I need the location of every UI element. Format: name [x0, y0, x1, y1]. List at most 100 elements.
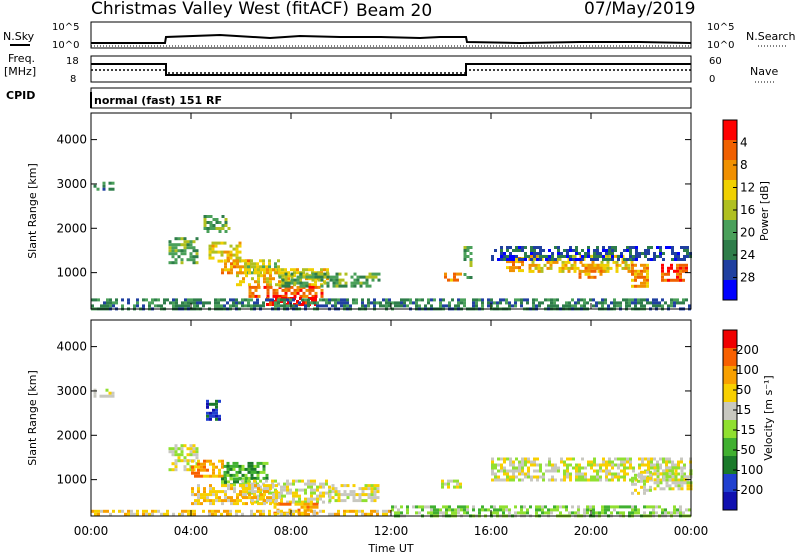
nave-trace — [91, 69, 691, 74]
velocity-echo-region — [491, 457, 692, 482]
velocity-echo-region — [91, 509, 391, 516]
freq-label-1: Freq. — [8, 52, 35, 65]
velocity-colorbar-swatch — [723, 348, 737, 367]
power-colorbar-swatch — [723, 140, 737, 161]
freq-trace — [91, 63, 691, 76]
power-echo-region — [203, 215, 231, 233]
velocity-colorbar-tick: 15 — [736, 403, 751, 417]
power-colorbar-swatch — [723, 200, 737, 221]
power-echo-region — [444, 272, 462, 282]
power-colorbar-tick: 20 — [740, 226, 755, 240]
velocity-echo-region — [223, 461, 269, 480]
velocity-colorbar-tick: 200 — [736, 343, 759, 357]
power-colorbar-swatch — [723, 220, 737, 241]
nsearch-label: N.Search — [746, 30, 796, 43]
velocity-colorbar-swatch — [723, 438, 737, 457]
time-tick-label: 04:00 — [174, 524, 209, 538]
nsky-trace — [91, 33, 692, 45]
power-colorbar-swatch — [723, 260, 737, 281]
velocity-ytick-label: 2000 — [56, 428, 87, 442]
velocity-colorbar-tick: -50 — [736, 443, 756, 457]
power-colorbar-label: Power [dB] — [758, 181, 771, 241]
cpid-label: CPID — [6, 89, 35, 102]
power-ytick-label: 4000 — [56, 133, 87, 147]
power-colorbar-tick: 24 — [740, 248, 755, 262]
nsearch-bottom: 10^0 — [707, 40, 734, 51]
velocity-ytick-label: 1000 — [56, 473, 87, 487]
nave-label: Nave — [750, 65, 778, 78]
power-colorbar-swatch — [723, 240, 737, 261]
time-tick-label: 00:00 — [674, 524, 709, 538]
power-colorbar-tick: 28 — [740, 271, 755, 285]
power-colorbar-swatch — [723, 120, 737, 141]
velocity-colorbar-tick: 50 — [736, 383, 751, 397]
velocity-colorbar-tick: 100 — [736, 363, 759, 377]
time-tick-label: 12:00 — [374, 524, 409, 538]
velocity-colorbar-swatch — [723, 402, 737, 421]
nsky-panel — [90, 21, 692, 49]
time-axis-label: Time UT — [367, 542, 413, 554]
nsky-top: 10^5 — [52, 22, 79, 33]
velocity-colorbar-tick: -200 — [736, 483, 763, 497]
freq-top: 18 — [66, 56, 79, 67]
velocity-echo-region — [191, 459, 224, 478]
velocity-echo-region — [206, 399, 221, 421]
time-tick-label: 16:00 — [474, 524, 509, 538]
time-tick-label: 20:00 — [574, 524, 609, 538]
power-colorbar-tick: 8 — [740, 158, 748, 172]
nsky-label: N.Sky — [3, 30, 35, 43]
nsearch-top: 10^5 — [707, 22, 734, 33]
freq-panel — [90, 55, 692, 83]
freq-bottom: 8 — [70, 74, 76, 85]
beam-label: Beam 20 — [356, 1, 432, 21]
velocity-colorbar-swatch — [723, 384, 737, 403]
velocity-colorbar-swatch — [723, 474, 737, 493]
nave-top: 60 — [709, 56, 722, 67]
power-colorbar-tick: 16 — [740, 203, 755, 217]
velocity-echo-region — [93, 388, 115, 398]
power-colorbar-swatch — [723, 160, 737, 181]
time-tick-label: 00:00 — [74, 524, 109, 538]
power-echo-region — [208, 241, 242, 263]
cpid-value: normal (fast) 151 RF — [94, 94, 222, 107]
power-colorbar-tick: 12 — [740, 181, 755, 195]
power-ylabel: Slant Range [km] — [26, 163, 39, 259]
velocity-ytick-label: 3000 — [56, 384, 87, 398]
power-echo-region — [248, 285, 324, 298]
power-ytick-label: 3000 — [56, 177, 87, 191]
velocity-panel: 1000 2000 3000 4000 Slant Range [km] 200 100… — [26, 319, 775, 518]
power-echo-region — [661, 263, 688, 282]
power-panel: 1000 2000 3000 4000 Slant Range [km] 4 8 12 16… — [26, 112, 771, 311]
nsky-bottom: 10^0 — [52, 40, 79, 51]
power-echo-region — [631, 263, 649, 288]
power-echo-region — [463, 246, 473, 279]
velocity-colorbar-swatch — [723, 420, 737, 439]
power-echo-region — [278, 272, 381, 288]
station-title: Christmas Valley West (fitACF) — [91, 0, 349, 19]
velocity-colorbar-swatch — [723, 492, 737, 511]
velocity-colorbar-swatch — [723, 456, 737, 475]
velocity-echo-region — [441, 479, 462, 489]
power-colorbar-tick: 4 — [740, 136, 748, 150]
velocity-echo-region — [191, 484, 281, 506]
nave-bottom: 0 — [709, 74, 715, 85]
power-ytick-label: 1000 — [56, 266, 87, 280]
velocity-ylabel: Slant Range [km] — [26, 370, 39, 466]
power-echo-region — [93, 181, 115, 191]
power-colorbar-swatch — [723, 280, 737, 301]
power-colorbar-swatch — [723, 180, 737, 201]
freq-label-2: [MHz] — [4, 65, 36, 78]
power-echo-region — [168, 237, 199, 265]
velocity-colorbar-tick: -15 — [736, 423, 756, 437]
power-echo-region — [241, 259, 280, 275]
velocity-ytick-label: 4000 — [56, 340, 87, 354]
velocity-echo-region — [631, 470, 652, 495]
power-ytick-label: 2000 — [56, 221, 87, 235]
velocity-colorbar-label: Velocity [m s⁻¹] — [762, 375, 775, 460]
velocity-colorbar-swatch — [723, 366, 737, 385]
velocity-echo-region — [328, 484, 380, 503]
velocity-colorbar-swatch — [723, 330, 737, 349]
power-echo-region — [491, 246, 692, 261]
velocity-colorbar-tick: -100 — [736, 463, 763, 477]
